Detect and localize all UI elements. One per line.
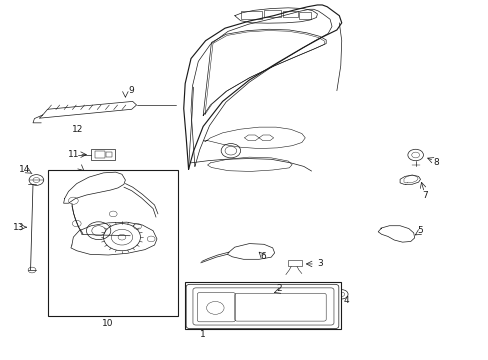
- Text: 10: 10: [102, 319, 113, 328]
- Bar: [287, 260, 301, 266]
- Bar: [91, 149, 115, 160]
- Bar: [185, 282, 340, 329]
- Bar: [106, 152, 112, 157]
- Text: 5: 5: [417, 226, 423, 235]
- Text: 13: 13: [13, 222, 24, 231]
- Text: 6: 6: [260, 252, 265, 261]
- Text: 9: 9: [128, 86, 134, 95]
- Bar: [95, 152, 105, 158]
- Bar: [283, 11, 297, 17]
- Text: 3: 3: [316, 260, 322, 269]
- Text: 4: 4: [343, 296, 349, 305]
- Text: 11: 11: [67, 150, 79, 159]
- Text: 14: 14: [19, 166, 30, 175]
- Text: 8: 8: [433, 158, 439, 167]
- Text: 12: 12: [72, 126, 83, 135]
- Bar: [47, 170, 178, 316]
- Bar: [298, 12, 310, 19]
- Text: 2: 2: [276, 284, 282, 293]
- Bar: [264, 10, 281, 18]
- Text: 7: 7: [422, 190, 427, 199]
- Bar: [241, 11, 261, 18]
- Text: 1: 1: [200, 330, 205, 339]
